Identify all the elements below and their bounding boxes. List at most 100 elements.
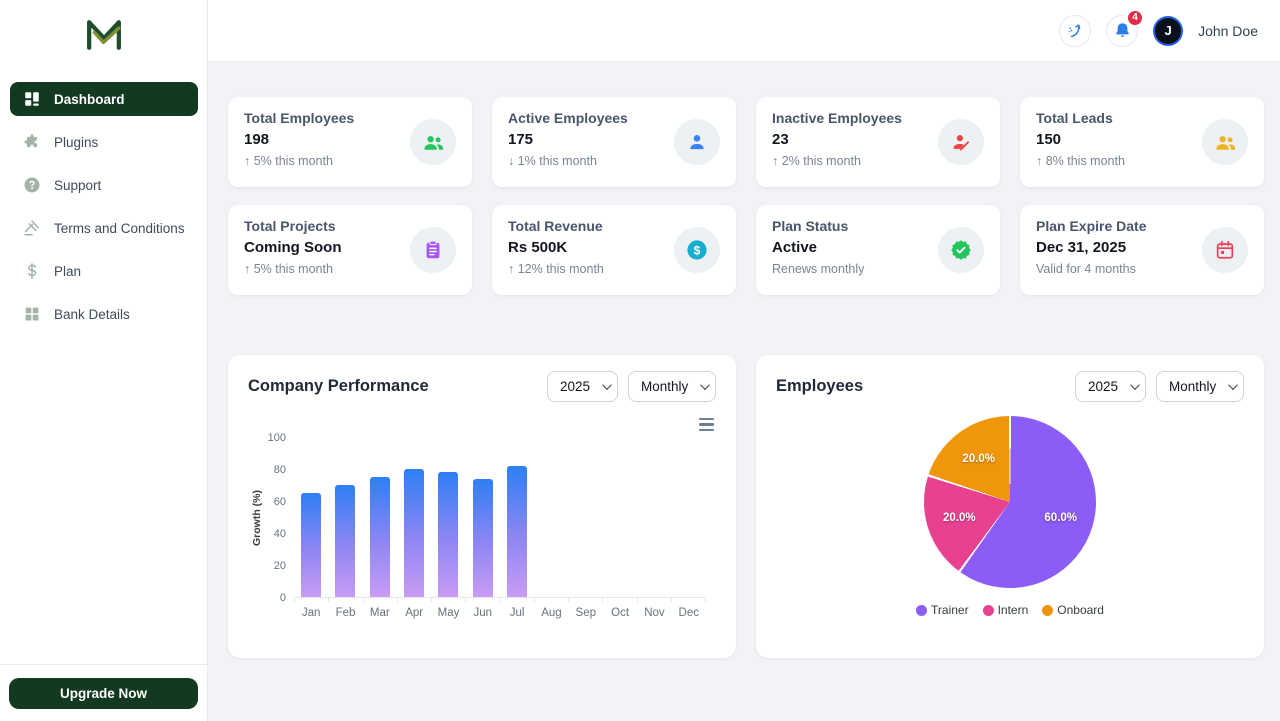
- sidebar-item-plan[interactable]: Plan: [10, 254, 198, 288]
- bar-may[interactable]: [431, 472, 465, 597]
- stat-card-value: Dec 31, 2025: [1036, 239, 1127, 256]
- x-tick-label: Feb: [335, 607, 356, 619]
- pie-slice-label: 20.0%: [962, 452, 995, 465]
- stat-card-value: 198: [244, 131, 270, 148]
- stat-card-title: Inactive Employees: [772, 110, 902, 126]
- employees-panel: Employees 2025 Monthly 60.0% 20.0% 20.0%: [756, 355, 1264, 658]
- stat-card-subtitle: ↑ 2% this month: [772, 154, 861, 168]
- avatar[interactable]: J: [1153, 15, 1184, 46]
- x-tick-label: Dec: [678, 607, 699, 619]
- bar-segment[interactable]: [369, 477, 390, 597]
- sidebar-item-label: Dashboard: [54, 91, 125, 107]
- sidebar-item-terms[interactable]: Terms and Conditions: [10, 211, 198, 245]
- legend-label: Intern: [997, 603, 1029, 617]
- sidebar-item-label: Support: [54, 177, 102, 193]
- dollar-icon: [23, 262, 41, 280]
- x-tick-label: May: [437, 607, 460, 619]
- year-select-wrap: 2025: [1075, 371, 1146, 402]
- help-circle-icon: [23, 176, 41, 194]
- year-select[interactable]: 2025: [1075, 371, 1146, 402]
- users-icon: [410, 119, 456, 165]
- bar-segment[interactable]: [507, 465, 528, 597]
- stat-card-inactive-employees: Inactive Employees 23 ↑ 2% this month: [756, 97, 1000, 187]
- panel-title: Employees: [776, 377, 864, 395]
- bar-feb[interactable]: [328, 485, 362, 597]
- charts-row: Company Performance 2025 Monthly: [228, 355, 1264, 658]
- legend-dot: [1042, 604, 1054, 616]
- sidebar-item-label: Plan: [54, 263, 82, 279]
- period-select[interactable]: Monthly: [1156, 371, 1244, 402]
- stat-card-subtitle: Valid for 4 months: [1036, 262, 1136, 276]
- bar-segment[interactable]: [438, 472, 459, 597]
- chart-menu-icon[interactable]: [699, 418, 714, 432]
- stat-card-title: Total Leads: [1036, 110, 1113, 126]
- bar-jul[interactable]: [500, 465, 534, 597]
- sidebar-footer: Upgrade Now: [0, 664, 207, 721]
- bar-segment[interactable]: [335, 485, 356, 597]
- gavel-icon: [23, 219, 41, 237]
- bell-icon: [1115, 23, 1129, 37]
- stat-card-subtitle: ↑ 5% this month: [244, 154, 333, 168]
- user-name[interactable]: John Doe: [1198, 22, 1258, 39]
- stat-card-total-employees: Total Employees 198 ↑ 5% this month: [228, 97, 472, 187]
- legend-item-intern[interactable]: Intern: [982, 603, 1029, 617]
- y-tick-label: 60: [273, 496, 286, 508]
- x-tick-label: Apr: [405, 607, 424, 619]
- stat-card-value: 23: [772, 131, 789, 148]
- stat-card-total-projects: Total Projects Coming Soon ↑ 5% this mon…: [228, 205, 472, 295]
- users-icon: [1202, 119, 1248, 165]
- upgrade-now-button[interactable]: Upgrade Now: [9, 678, 198, 709]
- panel-title: Company Performance: [248, 377, 429, 395]
- sidebar-item-label: Bank Details: [54, 306, 130, 322]
- sidebar-item-plugins[interactable]: Plugins: [10, 125, 198, 159]
- y-axis-label: Growth (%): [251, 490, 263, 546]
- top-header: 4 J John Doe: [208, 0, 1280, 62]
- y-tick-label: 40: [273, 528, 286, 540]
- legend-item-trainer[interactable]: Trainer: [916, 603, 969, 617]
- stat-card-title: Plan Expire Date: [1036, 218, 1147, 234]
- pie-graphic[interactable]: 60.0% 20.0% 20.0%: [924, 416, 1096, 588]
- x-tick-label: Jul: [509, 607, 525, 619]
- stat-card-title: Total Projects: [244, 218, 336, 234]
- sidebar-item-label: Terms and Conditions: [54, 220, 185, 236]
- quick-route-button[interactable]: [1059, 14, 1092, 47]
- bar-jun[interactable]: [466, 478, 500, 597]
- y-tick-label: 100: [267, 432, 286, 444]
- sidebar-item-dashboard[interactable]: Dashboard: [10, 82, 198, 116]
- bar-apr[interactable]: [397, 469, 431, 597]
- x-tick-label: Jan: [301, 607, 321, 619]
- period-select[interactable]: Monthly: [628, 371, 716, 402]
- stat-card-subtitle: ↑ 8% this month: [1036, 154, 1125, 168]
- bar-plot-area: [294, 438, 706, 598]
- pie-chart: 60.0% 20.0% 20.0% Trainer Intern Onboard: [776, 416, 1244, 617]
- calendar-icon: [1202, 227, 1248, 273]
- sidebar-item-bank-details[interactable]: Bank Details: [10, 297, 198, 331]
- stat-card-subtitle: ↑ 12% this month: [508, 262, 604, 276]
- legend-item-onboard[interactable]: Onboard: [1042, 603, 1104, 617]
- bar-jan[interactable]: [294, 493, 328, 597]
- sidebar-menu: Dashboard Plugins Support Terms and Cond…: [0, 69, 207, 664]
- stat-card-subtitle: ↓ 1% this month: [508, 154, 597, 168]
- stat-card-total-leads: Total Leads 150 ↑ 8% this month: [1020, 97, 1264, 187]
- notification-badge: 4: [1126, 8, 1145, 27]
- bar-segment[interactable]: [301, 493, 322, 597]
- legend-label: Onboard: [1057, 603, 1104, 617]
- legend-dot: [982, 604, 994, 616]
- bar-segment[interactable]: [472, 478, 493, 597]
- stat-card-value: Coming Soon: [244, 239, 342, 256]
- bar-segment[interactable]: [404, 469, 425, 597]
- x-tick-label: Nov: [644, 607, 665, 619]
- notifications-button[interactable]: 4: [1106, 8, 1145, 47]
- y-axis-ticks: 0 20 40 60 80 100: [264, 432, 294, 604]
- app-logo[interactable]: [0, 0, 207, 69]
- stat-card-value: 175: [508, 131, 534, 148]
- pie-slice-label: 60.0%: [1044, 512, 1078, 525]
- stat-card-title: Total Revenue: [508, 218, 603, 234]
- bar-mar[interactable]: [363, 477, 397, 597]
- year-select[interactable]: 2025: [547, 371, 618, 402]
- y-tick-label: 0: [279, 592, 286, 604]
- stat-card-title: Total Employees: [244, 110, 355, 126]
- sidebar-item-support[interactable]: Support: [10, 168, 198, 202]
- year-select-wrap: 2025: [547, 371, 618, 402]
- puzzle-icon: [23, 133, 41, 151]
